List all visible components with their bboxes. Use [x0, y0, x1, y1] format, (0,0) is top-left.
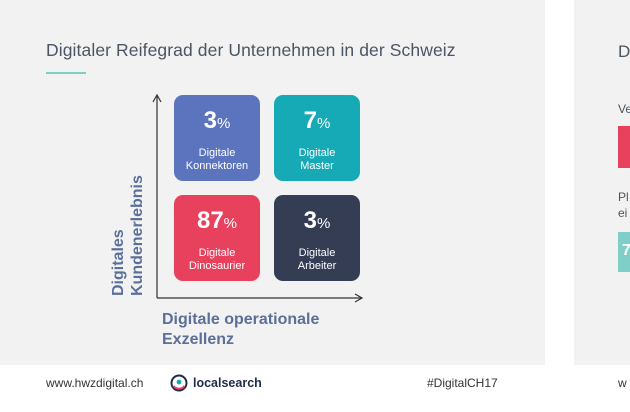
quadrant-percentage: 3%: [303, 207, 331, 234]
x-axis-label: Digitale operationale Exzellenz: [162, 310, 319, 350]
quadrant-percentage: 87%: [196, 207, 238, 234]
next-slide-title: D: [618, 42, 630, 61]
quadrant-label: Digitale Dinosaurier: [188, 247, 246, 272]
localsearch-logo-icon: [170, 374, 188, 392]
matrix-axes: [152, 93, 364, 303]
quadrant-label: Digitale Arbeiter: [297, 247, 337, 272]
footer-next-url: w: [618, 376, 627, 390]
quadrant-digitale-dinosaurier: 87% Digitale Dinosaurier: [174, 195, 260, 281]
next-slide-red-bar: [618, 126, 630, 168]
quadrant-digitale-arbeiter: 3% Digitale Arbeiter: [274, 195, 360, 281]
quadrant-percentage: 7%: [303, 107, 331, 134]
localsearch-logo-text: localsearch: [193, 376, 262, 390]
slide-panel: Digitaler Reifegrad der Unternehmen in d…: [0, 0, 545, 365]
y-axis-label: Digitales Kundenerlebnis: [109, 175, 147, 296]
quadrant-label: Digitale Konnektoren: [185, 147, 249, 172]
quadrant-digitale-master: 7% Digitale Master: [274, 95, 360, 181]
next-slide-teal-bar: 7: [618, 232, 630, 272]
next-slide-value: 7: [622, 242, 630, 259]
slide-title: Digitaler Reifegrad der Unternehmen in d…: [46, 40, 456, 60]
next-slide-panel: D Ve Pl ei 7: [574, 0, 630, 365]
footer-hashtag: #DigitalCH17: [427, 376, 498, 390]
x-axis-label-line1: Digitale operationale: [162, 311, 320, 328]
y-axis-label-line1: Digitales: [110, 229, 127, 296]
y-axis-label-line2: Kundenerlebnis: [129, 175, 146, 296]
title-underline: [46, 72, 86, 74]
quadrant-digitale-konnektoren: 3% Digitale Konnektoren: [174, 95, 260, 181]
x-axis-label-line2: Exzellenz: [162, 331, 235, 348]
footer-url: www.hwzdigital.ch: [46, 376, 144, 390]
next-slide-text: Ve: [618, 102, 630, 116]
quadrant-percentage: 3%: [203, 107, 231, 134]
next-slide-text: ei: [618, 206, 628, 220]
footer: [0, 365, 630, 412]
quadrant-label: Digitale Master: [298, 147, 336, 172]
next-slide-text: Pl: [618, 190, 629, 204]
